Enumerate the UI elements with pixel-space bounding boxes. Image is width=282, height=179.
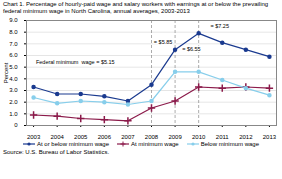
svg-text:Percent: Percent xyxy=(3,62,9,83)
svg-text:2.0: 2.0 xyxy=(9,99,18,105)
html-text:At or below minimum wage: At or below minimum wage xyxy=(37,141,109,147)
svg-text:2011: 2011 xyxy=(216,134,230,139)
svg-text:2012: 2012 xyxy=(239,134,253,139)
svg-text:5.0: 5.0 xyxy=(9,64,18,70)
svg-text:Federal minimum wage = $5.15: Federal minimum wage = $5.15 xyxy=(36,59,115,65)
svg-text:7.0: 7.0 xyxy=(9,41,18,47)
svg-text:3.0: 3.0 xyxy=(9,87,18,93)
html-text:Chart 1. Percentage of hourly-: Chart 1. Percentage of hourly-paid wage … xyxy=(3,1,269,7)
svg-text:= $7.25: = $7.25 xyxy=(210,23,229,29)
html-text:Source: U.S. Bureau of Labor S: Source: U.S. Bureau of Labor Statistics. xyxy=(3,149,110,155)
svg-text:= $5.85: = $5.85 xyxy=(154,39,173,45)
svg-text:8.0: 8.0 xyxy=(9,29,18,35)
html-text:At minimum wage: At minimum wage xyxy=(131,141,179,147)
svg-text:2005: 2005 xyxy=(74,134,88,139)
html-text:Below minimum wage: Below minimum wage xyxy=(200,141,259,147)
svg-text:2010: 2010 xyxy=(192,134,206,139)
svg-text:0: 0 xyxy=(14,122,18,128)
svg-text:4.0: 4.0 xyxy=(9,76,18,82)
svg-text:6.0: 6.0 xyxy=(9,52,18,58)
svg-text:2003: 2003 xyxy=(27,134,41,139)
svg-text:2007: 2007 xyxy=(121,134,135,139)
svg-text:1.0: 1.0 xyxy=(9,111,18,117)
svg-text:2006: 2006 xyxy=(98,134,112,139)
svg-text:2004: 2004 xyxy=(50,134,64,139)
svg-text:9.0: 9.0 xyxy=(9,17,18,23)
svg-text:= $6.55: = $6.55 xyxy=(182,46,201,52)
svg-text:2008: 2008 xyxy=(145,134,159,139)
svg-text:2009: 2009 xyxy=(168,134,182,139)
html-text:federal minimum wage in North: federal minimum wage in North Carolina, … xyxy=(3,8,190,14)
svg-text:2013: 2013 xyxy=(263,134,277,139)
